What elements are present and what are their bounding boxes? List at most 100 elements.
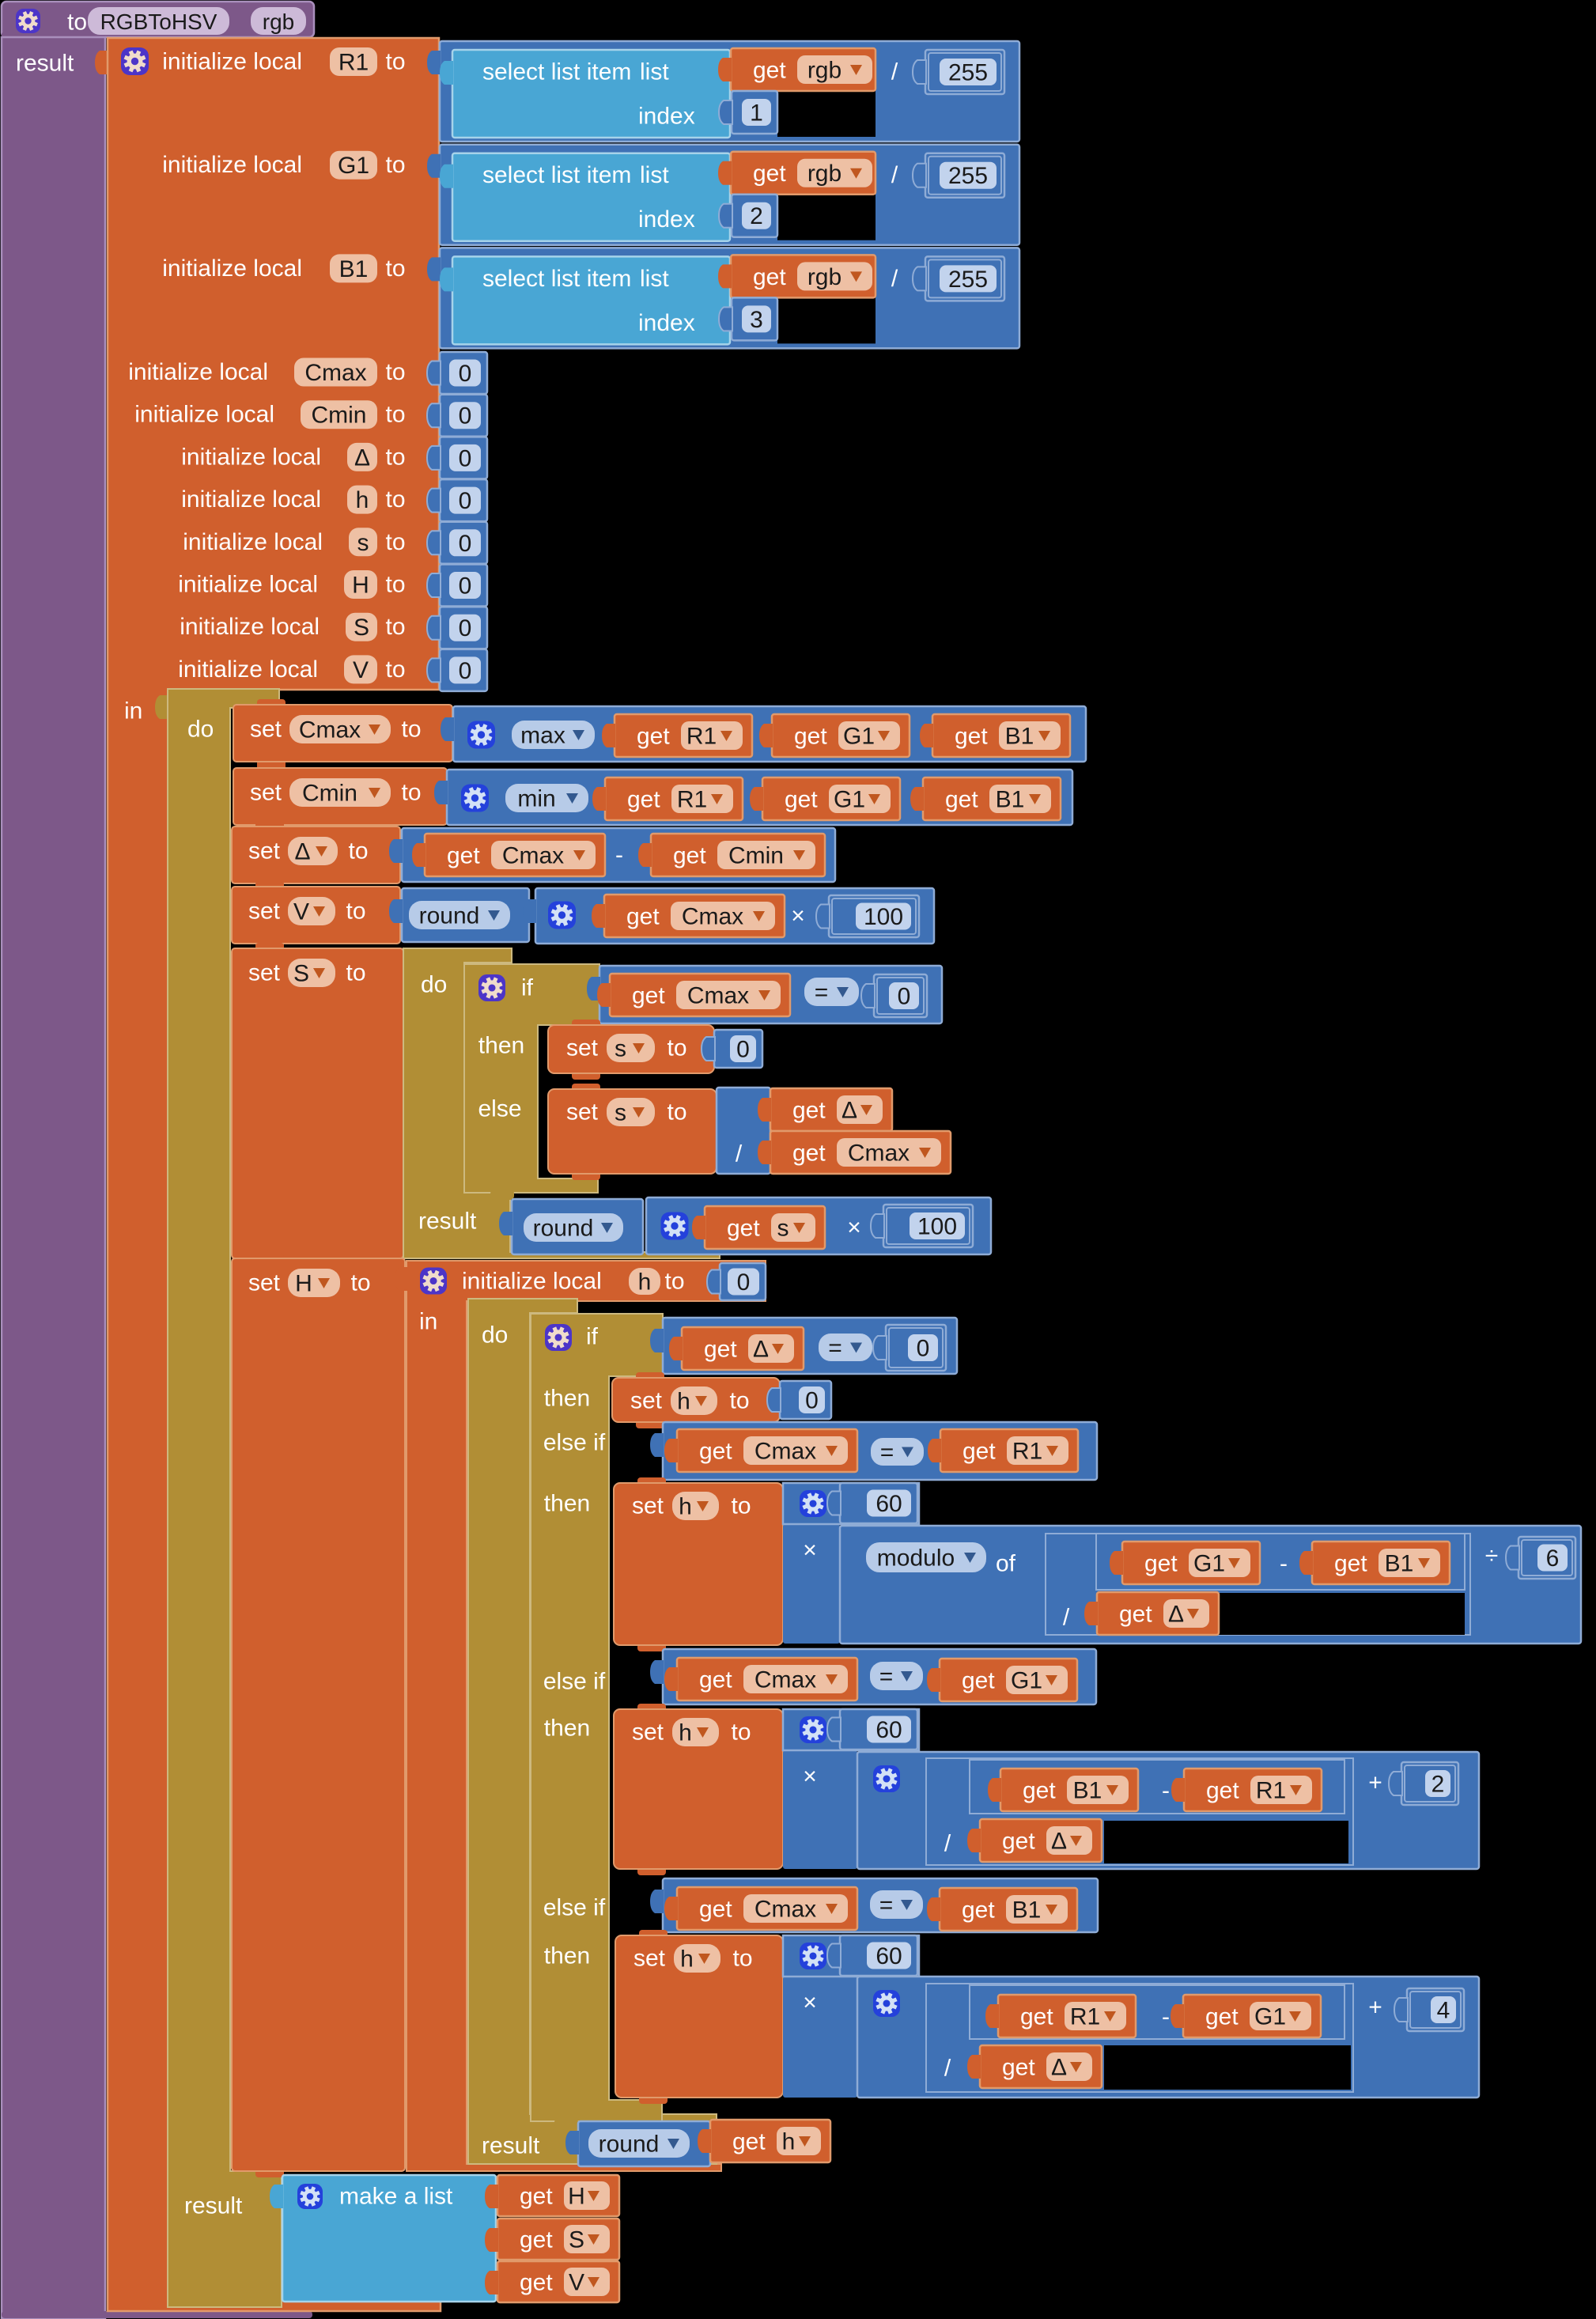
svg-text:0: 0 [459,403,472,429]
svg-text:modulo: modulo [877,1545,955,1572]
svg-text:get: get [1119,1602,1152,1628]
svg-text:else if: else if [543,1895,606,1921]
svg-text:R1: R1 [686,724,717,750]
svg-text:0: 0 [459,445,472,471]
svg-text:0: 0 [459,531,472,557]
svg-text:set: set [248,1270,281,1296]
svg-text:initialize local: initialize local [181,444,321,470]
svg-text:get: get [962,1897,995,1924]
svg-text:list: list [640,59,669,85]
svg-text:max: max [520,723,565,749]
svg-text:V: V [353,657,369,683]
svg-text:set: set [248,898,281,925]
svg-text:min: min [517,786,555,812]
svg-text:rgb: rgb [807,161,841,187]
svg-text:B1: B1 [1073,1778,1102,1804]
svg-text:rgb: rgb [263,9,294,34]
svg-text:×: × [803,1538,817,1564]
svg-text:0: 0 [805,1388,819,1414]
svg-text:to: to [401,780,421,806]
svg-text:h: h [679,1494,692,1520]
svg-text:0: 0 [459,361,472,387]
svg-text:60: 60 [876,1717,902,1743]
svg-text:h: h [782,2129,796,2155]
svg-text:get: get [627,787,660,813]
svg-text:/: / [891,162,898,188]
svg-text:R1: R1 [1070,2004,1100,2030]
svg-text:B1: B1 [339,256,369,282]
svg-text:G1: G1 [834,787,865,813]
svg-text:Cmax: Cmax [755,1667,816,1693]
svg-text:H: H [568,2184,585,2210]
svg-text:to: to [385,359,405,385]
svg-text:B1: B1 [996,787,1025,813]
svg-text:to: to [385,614,405,640]
svg-text:initialize local: initialize local [178,572,318,598]
svg-text:round: round [599,2132,660,2158]
svg-text:×: × [803,1990,817,2016]
svg-text:0: 0 [917,1336,930,1362]
svg-text:then: then [544,1386,590,1412]
svg-text:index: index [638,104,695,130]
svg-text:else if: else if [543,1430,606,1456]
svg-text:B1: B1 [1005,724,1034,750]
svg-text:to: to [731,1493,751,1519]
svg-text:else: else [478,1096,521,1122]
svg-text:/: / [944,2056,951,2082]
svg-text:to: to [385,444,405,470]
svg-text:make a list: make a list [339,2184,453,2210]
svg-text:get: get [520,2270,553,2296]
svg-text:to: to [731,1719,751,1746]
svg-text:3: 3 [750,307,763,333]
svg-text:-: - [1280,1551,1288,1577]
svg-text:×: × [803,1764,817,1790]
svg-text:+: + [1368,1995,1382,2021]
svg-text:h: h [679,1720,692,1746]
svg-text:-: - [615,842,623,868]
svg-text:round: round [533,1216,594,1242]
svg-text:100: 100 [864,904,903,930]
svg-text:255: 255 [948,60,988,86]
svg-text:Cmin: Cmin [311,403,366,429]
svg-text:set: set [248,838,281,864]
svg-text:V: V [569,2270,584,2296]
svg-text:to: to [350,1270,370,1296]
svg-text:S: S [569,2227,584,2253]
svg-text:then: then [544,1716,590,1742]
svg-text:/: / [944,1831,951,1857]
svg-text:0: 0 [459,658,472,684]
svg-text:h: h [638,1269,652,1296]
svg-text:G1: G1 [338,153,369,179]
svg-text:Cmin: Cmin [302,781,357,807]
svg-text:×: × [791,903,805,929]
svg-text:get: get [727,1216,760,1242]
svg-text:initialize local: initialize local [162,49,302,75]
svg-text:get: get [520,2227,553,2253]
svg-text:get: get [945,787,978,813]
svg-text:Cmax: Cmax [304,360,366,386]
svg-text:to: to [667,1035,686,1061]
svg-text:list: list [640,266,669,292]
svg-text:4: 4 [1437,1998,1450,2024]
svg-text:rgb: rgb [807,58,841,84]
svg-text:h: h [356,487,369,513]
svg-text:Cmax: Cmax [848,1141,910,1167]
svg-text:Cmin: Cmin [728,843,784,869]
svg-text:Δ: Δ [294,839,310,865]
svg-text:to: to [67,9,87,36]
svg-text:/: / [891,59,898,85]
svg-text:s: s [615,1100,626,1126]
svg-text:set: set [566,1035,599,1061]
svg-text:get: get [673,843,706,869]
svg-text:=: = [828,1335,842,1361]
svg-text:Cmax: Cmax [502,843,564,869]
svg-text:get: get [792,1141,826,1167]
svg-text:get: get [699,1897,732,1923]
svg-text:get: get [963,1439,996,1465]
svg-text:S: S [293,961,309,987]
svg-text:get: get [962,1668,995,1694]
svg-text:set: set [248,960,281,986]
svg-text:set: set [566,1099,599,1125]
svg-text:set: set [250,780,282,806]
svg-text:G1: G1 [1193,1551,1225,1577]
